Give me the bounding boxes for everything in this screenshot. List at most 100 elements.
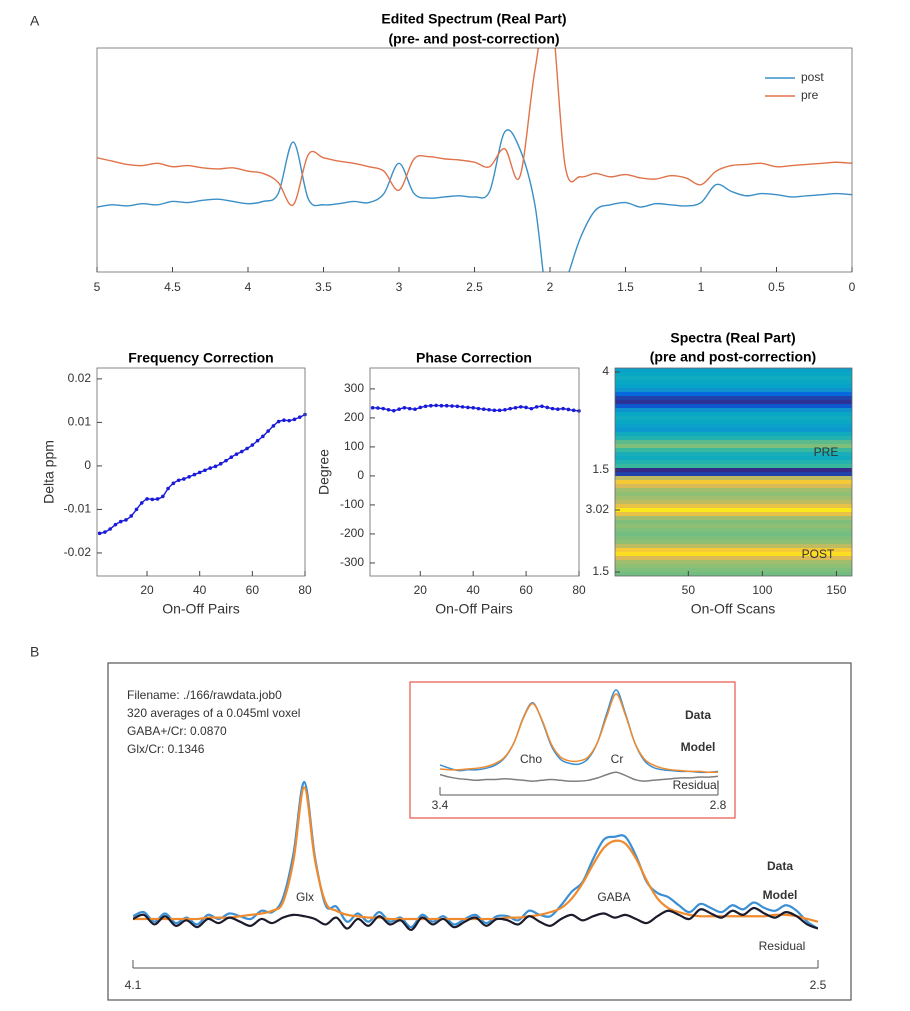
point — [287, 418, 292, 423]
point — [561, 406, 565, 411]
point — [545, 405, 550, 410]
point — [240, 449, 244, 454]
inset-frame — [409, 681, 736, 819]
heatmap-row — [615, 460, 852, 465]
heatmap-row — [615, 400, 852, 405]
series-label: Residual — [673, 778, 720, 792]
point — [434, 403, 438, 408]
point — [139, 501, 144, 505]
x-tick-label: 2 — [547, 280, 554, 294]
y-tick-label: 1.5 — [592, 564, 609, 578]
y-tick-label: 0 — [357, 468, 364, 482]
heatmap-row — [615, 396, 852, 401]
series-line — [97, 48, 852, 207]
heatmap-row — [615, 376, 852, 381]
y-tick-label: 0.01 — [68, 415, 92, 429]
heatmap-row — [615, 388, 852, 393]
heatmap-row — [615, 372, 852, 377]
heatmap-row — [615, 484, 852, 489]
point — [192, 472, 197, 477]
point — [124, 518, 128, 522]
heatmap-row — [615, 492, 852, 497]
point — [471, 405, 475, 410]
heatmap-row — [615, 428, 852, 433]
point — [108, 527, 112, 531]
x-tick-label: 2.8 — [710, 798, 727, 812]
point — [187, 474, 191, 479]
y-tick-label: 1.5 — [592, 462, 609, 476]
annotation: Glx — [296, 890, 314, 904]
heatmap-row — [615, 516, 852, 521]
plot-area — [97, 48, 852, 272]
point — [418, 405, 423, 410]
heatmap-row — [615, 408, 852, 413]
heatmap-row — [615, 548, 852, 553]
point — [518, 405, 523, 409]
point — [413, 407, 417, 411]
point — [508, 406, 513, 411]
heatmap-row — [615, 532, 852, 537]
heatmap-row — [615, 552, 852, 557]
heatmap-row — [615, 472, 852, 477]
note: GABA+/Cr: 0.0870 — [127, 724, 227, 738]
point — [208, 466, 213, 470]
point — [182, 477, 186, 481]
y-tick-label: -0.01 — [64, 502, 92, 516]
point — [113, 522, 118, 527]
point — [166, 486, 170, 491]
annotation: PRE — [814, 445, 839, 459]
y-tick-label: -100 — [340, 497, 364, 511]
series-line — [372, 404, 579, 412]
point — [97, 531, 102, 536]
x-tick-label: 80 — [572, 583, 586, 597]
series-label: Model — [763, 888, 798, 902]
x-tick-label: 20 — [414, 583, 428, 597]
axes-box — [96, 367, 306, 577]
point — [370, 405, 375, 410]
heatmap-row — [615, 424, 852, 429]
point — [271, 424, 276, 428]
heatmap-row — [615, 440, 852, 445]
heatmap-row — [615, 468, 852, 473]
point — [455, 404, 460, 409]
heatmap-row — [615, 572, 852, 576]
point — [197, 470, 202, 475]
annotation: Cr — [611, 752, 624, 766]
y-tick-label: -0.02 — [64, 545, 92, 559]
chart-title: Spectra (Real Part) — [670, 330, 795, 346]
chart-subtitle: (pre- and post-correction) — [388, 31, 559, 47]
series-label: Model — [681, 740, 716, 754]
x-tick-label: 40 — [193, 583, 207, 597]
x-tick-label: 40 — [466, 583, 480, 597]
heatmap-row — [615, 528, 852, 533]
chart-subtitle: (pre and post-correction) — [650, 349, 816, 365]
note: Filename: ./166/rawdata.job0 — [127, 688, 282, 702]
point — [556, 407, 560, 411]
x-tick-label: 4.5 — [164, 280, 181, 294]
heatmap-row — [615, 368, 852, 373]
point — [513, 405, 518, 410]
series-line — [133, 906, 818, 932]
note: 320 averages of a 0.045ml voxel — [127, 706, 300, 720]
heatmap-row — [615, 416, 852, 421]
heatmap-row — [615, 476, 852, 481]
point — [487, 407, 491, 412]
heatmap-row — [615, 504, 852, 509]
chart-title: Edited Spectrum (Real Part) — [381, 11, 566, 27]
x-tick-label: 5 — [94, 280, 101, 294]
axes-box — [614, 367, 853, 577]
point — [229, 455, 234, 460]
y-tick-label: 3.02 — [586, 502, 610, 516]
point — [218, 461, 223, 466]
heatmap-row — [615, 392, 852, 397]
point — [466, 405, 470, 410]
point — [292, 417, 297, 422]
plot-area — [370, 368, 579, 576]
heatmap-row — [615, 500, 852, 505]
y-tick-label: 100 — [344, 439, 364, 453]
legend-label: pre — [801, 88, 819, 102]
y-axis-label: Degree — [316, 449, 332, 495]
point — [397, 407, 401, 411]
chart-title: Frequency Correction — [128, 350, 273, 366]
point — [103, 530, 107, 534]
